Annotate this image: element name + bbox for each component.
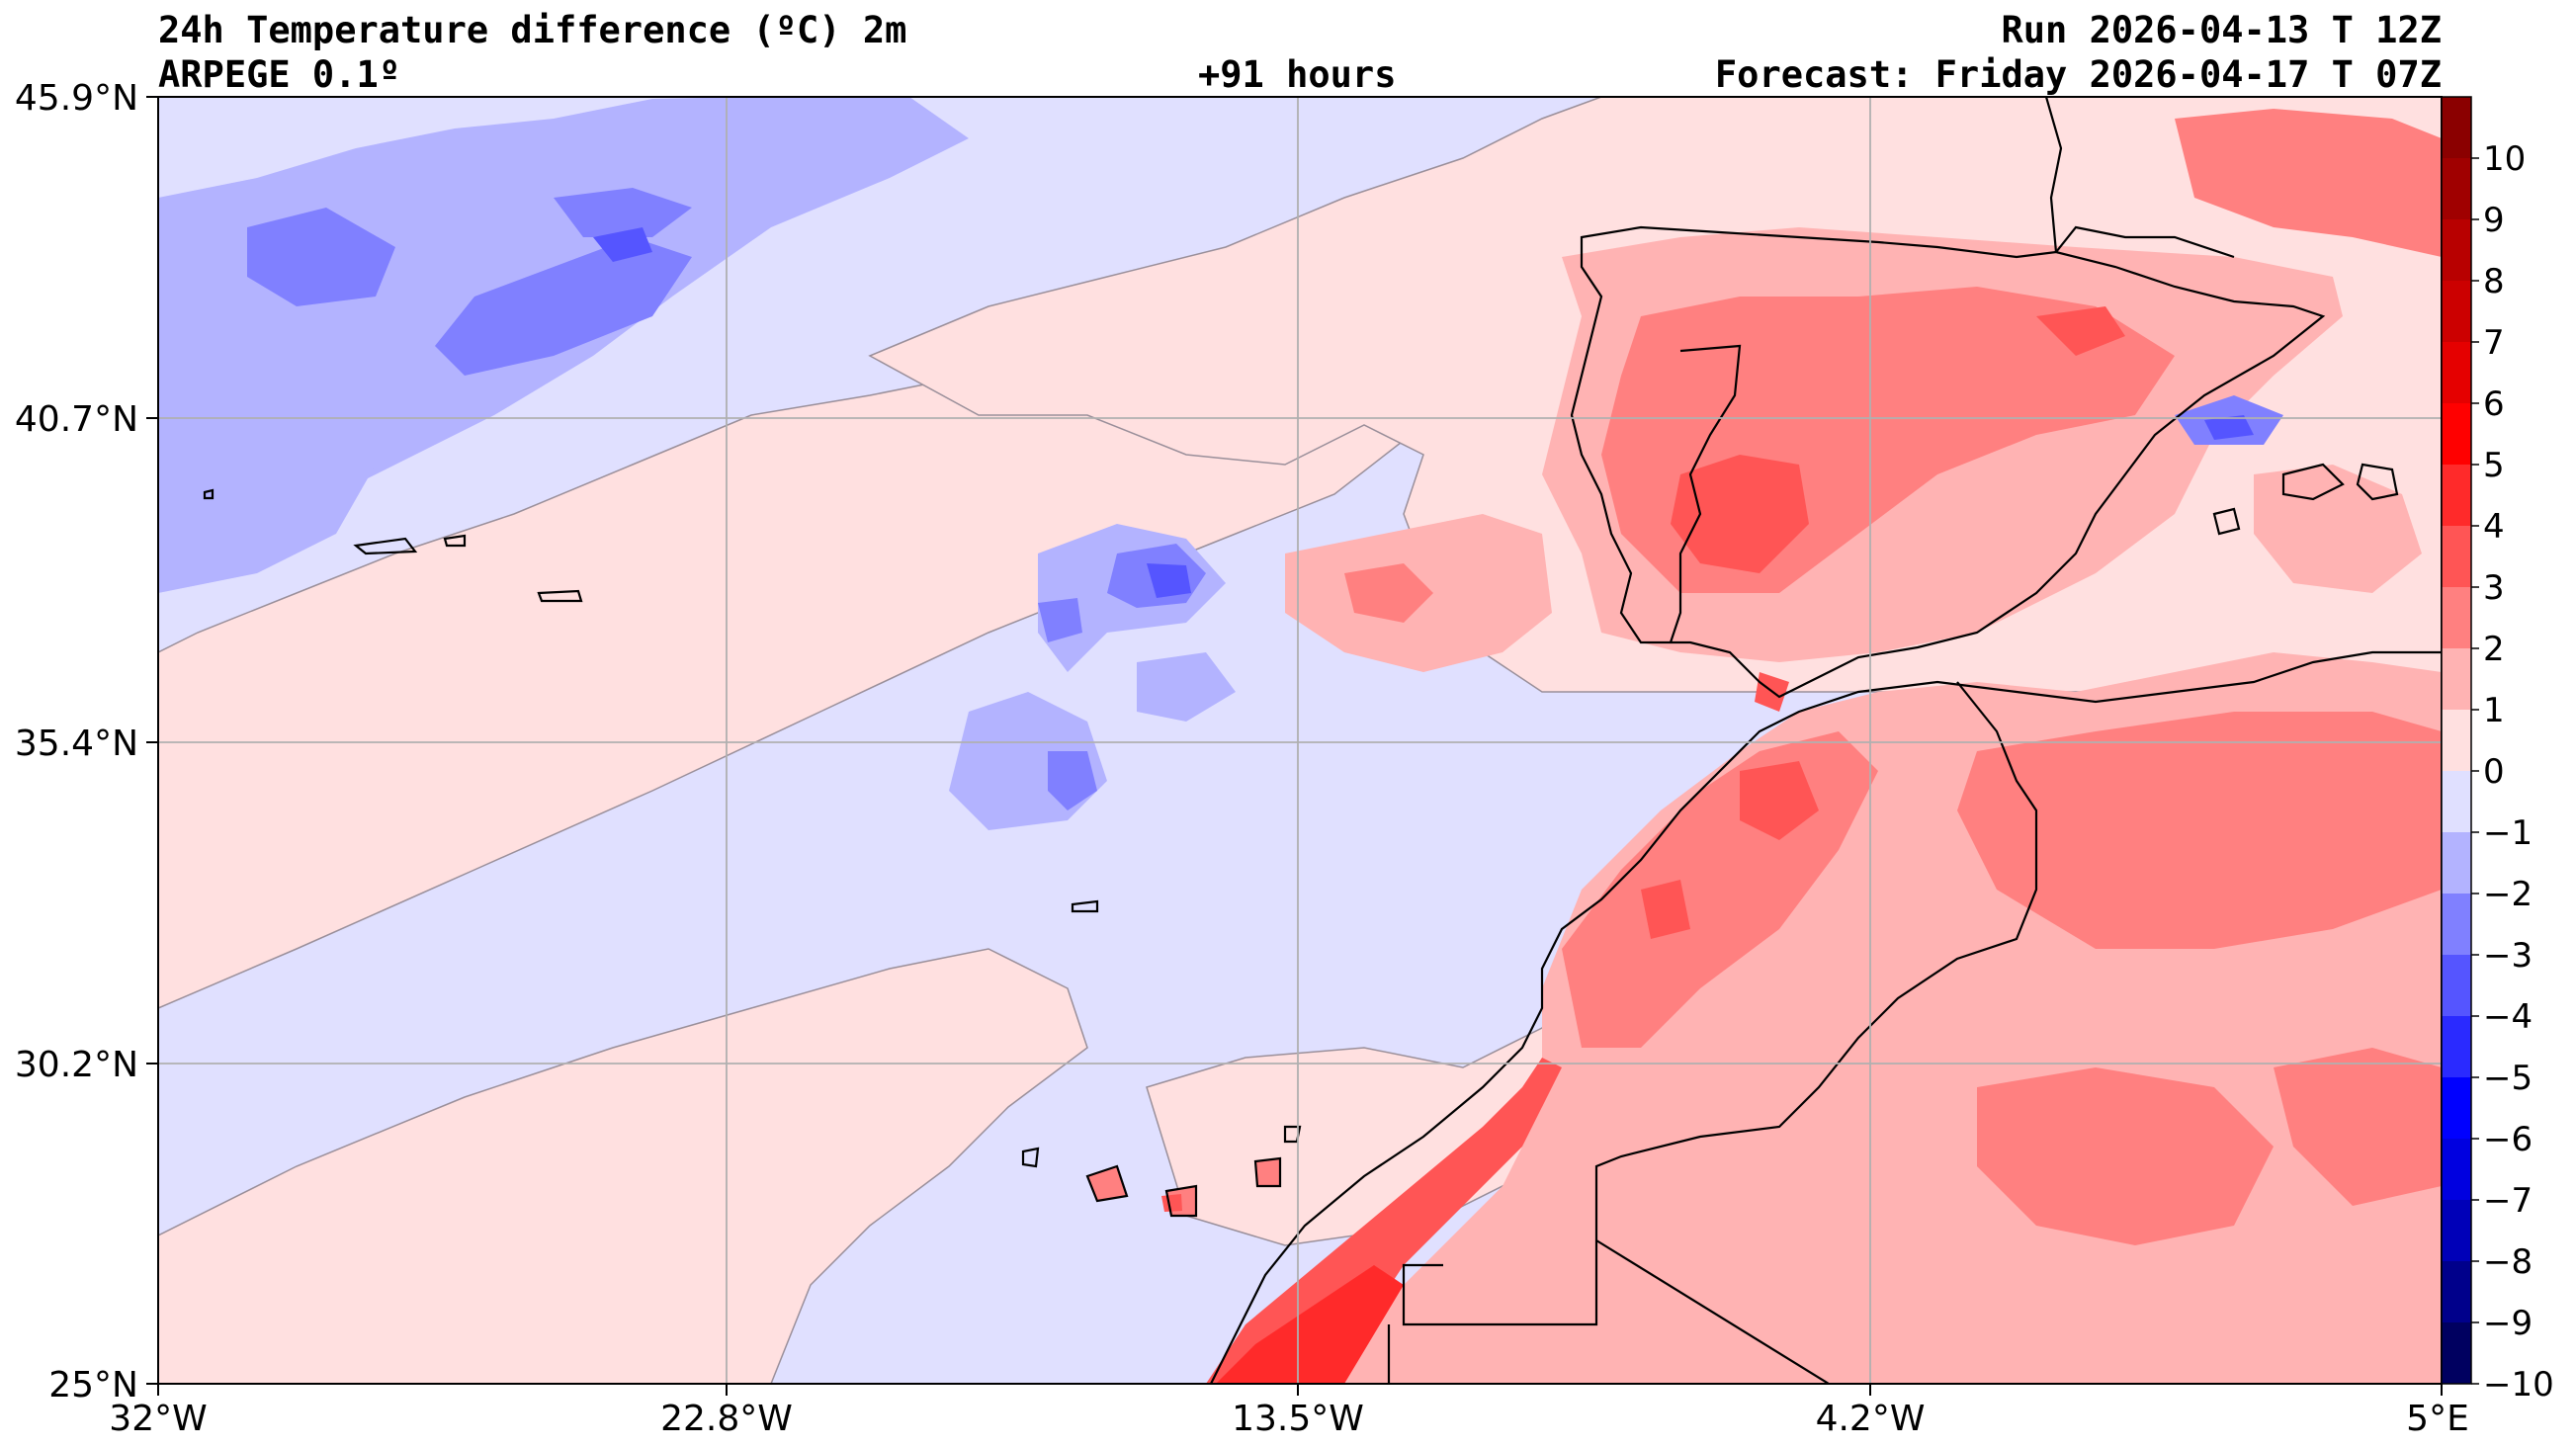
coastline-madeira (1071, 899, 1099, 913)
colorbar-label-14: −4 (2483, 997, 2533, 1037)
colorbar-label-1: 9 (2483, 201, 2505, 240)
colorbar-label-20: −10 (2483, 1365, 2554, 1405)
border-france (2044, 97, 2063, 253)
colorbar-label-4: 6 (2483, 384, 2505, 424)
lon-label-32w: 32°W (109, 1399, 207, 1439)
colorbar-label-3: 7 (2483, 323, 2505, 363)
coastline-iberia (1570, 225, 2326, 699)
warm-east-north (2175, 109, 2442, 257)
colorbar-band-5 (2442, 403, 2471, 466)
lon-label-22-8w: 22.8°W (660, 1399, 793, 1439)
colorbar-band-13 (2442, 894, 2471, 956)
colorbar-band-17 (2442, 1139, 2471, 1201)
colorbar-label-19: −9 (2483, 1304, 2533, 1343)
colorbar-label-8: 2 (2483, 630, 2505, 669)
colorbar-band-8 (2442, 587, 2471, 649)
colorbar-band-6 (2442, 465, 2471, 527)
gridlines (158, 97, 2442, 1384)
border-pyrenees (2055, 225, 2235, 259)
lat-label-35-4: 35.4°N (15, 724, 138, 764)
warm-africa-core (1562, 712, 2442, 1245)
warm-tongue-iberia-core (1344, 563, 1433, 623)
colorbar-label-9: 1 (2483, 691, 2505, 730)
colorbar-band-4 (2442, 342, 2471, 404)
border-morocco-algeria (1402, 681, 2038, 1326)
colorbar-band-11 (2442, 771, 2471, 833)
coastline-africa (1210, 650, 2442, 1384)
lat-label-30-2: 30.2°N (15, 1045, 138, 1085)
colorbar-label-6: 4 (2483, 507, 2505, 547)
hot-coast-sahara-core (1216, 1265, 1404, 1384)
border-portugal (1669, 344, 1742, 643)
colorbar-band-7 (2442, 526, 2471, 588)
colorbar-label-16: −6 (2483, 1120, 2533, 1159)
colorbar-band-0 (2442, 97, 2471, 159)
run-label: Run 2026-04-13 T 12Z (2001, 9, 2442, 51)
warm-islands (1087, 1158, 1280, 1216)
cold-patch-west (158, 415, 376, 593)
forecast-label: Forecast: Friday 2026-04-17 T 07Z (1714, 53, 2442, 96)
coastline-azores (203, 488, 583, 603)
axis-ticks (146, 96, 2443, 1396)
colorbar-frame (2441, 96, 2472, 1385)
colorbar-band-9 (2442, 648, 2471, 711)
lat-label-40-7: 40.7°N (15, 399, 138, 440)
colorbar-band-2 (2442, 219, 2471, 282)
cold-cluster-deep (1038, 544, 1206, 810)
cold-patch-nw-deep (247, 188, 692, 376)
lon-label-4-2w: 4.2°W (1816, 1399, 1926, 1439)
lat-label-45-9: 45.9°N (15, 78, 138, 119)
colorbar-band-18 (2442, 1200, 2471, 1262)
colorbar-band-20 (2442, 1322, 2471, 1385)
cold-patch-nw-core (593, 227, 652, 262)
lead-time-label: +91 hours (1198, 53, 1397, 96)
colorbar-band-12 (2442, 832, 2471, 894)
colorbar-band-3 (2442, 281, 2471, 343)
coastlines (203, 97, 2442, 1384)
colorbar-band-15 (2442, 1016, 2471, 1078)
chart-title: 24h Temperature difference (ºC) 2m (158, 9, 907, 51)
lon-axis-labels: 32°W 22.8°W 13.5°W 4.2°W 5°E (109, 1399, 2469, 1439)
colorbar-label-0: 10 (2483, 139, 2526, 179)
colorbar-label-15: −5 (2483, 1059, 2533, 1098)
colorbar-band-16 (2442, 1077, 2471, 1140)
colorbar-label-13: −3 (2483, 936, 2533, 976)
lat-axis-labels: 45.9°N 40.7°N 35.4°N 30.2°N 25°N (15, 78, 138, 1405)
border-mali (1595, 1239, 1830, 1384)
coastline-balearic (2212, 463, 2345, 536)
hot-coast-sahara (1206, 1058, 1562, 1384)
temperature-field (158, 97, 2442, 1384)
colorbar-band-14 (2442, 955, 2471, 1017)
warm-africa-hot (1641, 761, 1819, 939)
colorbar-band-10 (2442, 710, 2471, 772)
colorbar-label-12: −2 (2483, 875, 2533, 914)
warm-iberia-hot (1671, 306, 2125, 712)
colorbar-label-10: 0 (2483, 752, 2505, 792)
coastline-sardinia (2356, 463, 2399, 501)
cold-ebro-core (2204, 415, 2254, 440)
colorbar-label-11: −1 (2483, 813, 2533, 853)
colorbar-band-1 (2442, 158, 2471, 220)
lon-label-5e: 5°E (2406, 1399, 2469, 1439)
coastline-canary (1021, 1125, 1302, 1218)
colorbar-label-2: 8 (2483, 262, 2505, 301)
lat-label-25: 25°N (48, 1365, 138, 1405)
colorbar-label-7: 3 (2483, 568, 2505, 608)
colorbar-band-19 (2442, 1261, 2471, 1323)
colorbar-label-17: −7 (2483, 1181, 2533, 1221)
model-label: ARPEGE 0.1º (158, 53, 401, 96)
lon-label-13-5w: 13.5°W (1232, 1399, 1364, 1439)
cold-cluster-core (1147, 563, 1191, 598)
colorbar-label-18: −8 (2483, 1242, 2533, 1282)
colorbar-label-5: 5 (2483, 446, 2505, 485)
warm-band-south (158, 948, 1088, 1384)
warm-islands-hot (1161, 1194, 1182, 1212)
